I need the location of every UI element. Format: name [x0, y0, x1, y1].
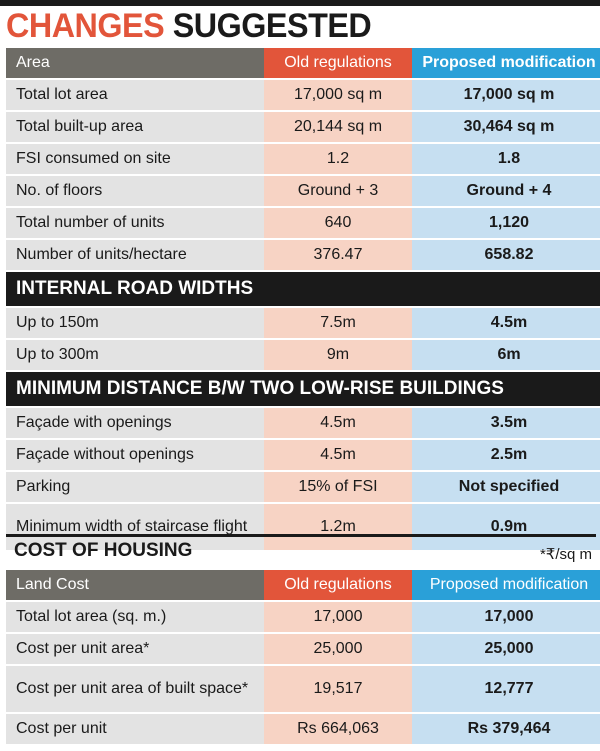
table-header: Land Cost Old regulations Proposed modif… [6, 570, 600, 602]
section-header-road-widths: INTERNAL ROAD WIDTHS [6, 271, 600, 308]
row-label: Up to 150m [6, 307, 264, 340]
table-row: Total lot area (sq. m.) 17,000 17,000 [6, 601, 600, 634]
row-label: Number of units/hectare [6, 239, 264, 272]
cost-table: Land Cost Old regulations Proposed modif… [6, 570, 600, 746]
old-value: 9m [264, 339, 412, 372]
row-label: Cost per unit [6, 713, 264, 746]
proposed-value: 25,000 [412, 633, 600, 666]
old-value: 17,000 [264, 601, 412, 634]
header-proposed: Proposed modification [412, 570, 600, 602]
top-rule [0, 0, 600, 6]
old-value: 1.2m [264, 503, 412, 552]
section-title: MINIMUM DISTANCE B/W TWO LOW-RISE BUILDI… [6, 371, 600, 408]
row-label: Minimum width of staircase flight [6, 503, 264, 552]
page-title: CHANGES SUGGESTED [6, 6, 372, 46]
old-value: 7.5m [264, 307, 412, 340]
table-row: FSI consumed on site 1.2 1.8 [6, 143, 600, 176]
table-row: Minimum width of staircase flight 1.2m 0… [6, 503, 600, 552]
table-row: Number of units/hectare 376.47 658.82 [6, 239, 600, 272]
old-value: 17,000 sq m [264, 79, 412, 112]
proposed-value: 6m [412, 339, 600, 372]
old-value: 4.5m [264, 439, 412, 472]
proposed-value: 17,000 [412, 601, 600, 634]
old-value: Ground + 3 [264, 175, 412, 208]
title-word-suggested: SUGGESTED [172, 7, 372, 45]
table-row: Total lot area 17,000 sq m 17,000 sq m [6, 79, 600, 112]
header-area: Area [6, 48, 264, 80]
proposed-value: 1.8 [412, 143, 600, 176]
table-row: Up to 150m 7.5m 4.5m [6, 307, 600, 340]
table-row: Façade without openings 4.5m 2.5m [6, 439, 600, 472]
title-word-changes: CHANGES [6, 7, 165, 45]
row-label: Façade with openings [6, 407, 264, 440]
old-value: 15% of FSI [264, 471, 412, 504]
row-label: Total built-up area [6, 111, 264, 144]
old-value: 4.5m [264, 407, 412, 440]
table-header: Area Old regulations Proposed modificati… [6, 48, 600, 80]
proposed-value: Not specified [412, 471, 600, 504]
old-value: 20,144 sq m [264, 111, 412, 144]
old-value: 640 [264, 207, 412, 240]
proposed-value: 0.9m [412, 503, 600, 552]
old-value: 25,000 [264, 633, 412, 666]
row-label: Total lot area [6, 79, 264, 112]
proposed-value: 3.5m [412, 407, 600, 440]
row-label: FSI consumed on site [6, 143, 264, 176]
row-label: Cost per unit area* [6, 633, 264, 666]
row-label: Cost per unit area of built space* [6, 665, 264, 714]
proposed-value: Rs 379,464 [412, 713, 600, 746]
header-proposed: Proposed modification [412, 48, 600, 80]
row-label: Total number of units [6, 207, 264, 240]
proposed-value: 1,120 [412, 207, 600, 240]
proposed-value: 17,000 sq m [412, 79, 600, 112]
row-label: No. of floors [6, 175, 264, 208]
cost-of-housing-title: COST OF HOUSING [14, 540, 193, 561]
regulations-table: Area Old regulations Proposed modificati… [6, 48, 600, 552]
table-row: Façade with openings 4.5m 3.5m [6, 407, 600, 440]
unit-note: *₹/sq m [539, 546, 592, 563]
proposed-value: 30,464 sq m [412, 111, 600, 144]
table-row: Total built-up area 20,144 sq m 30,464 s… [6, 111, 600, 144]
section-title: INTERNAL ROAD WIDTHS [6, 271, 600, 308]
old-value: 376.47 [264, 239, 412, 272]
section-divider [6, 534, 596, 537]
row-label: Parking [6, 471, 264, 504]
old-value: 1.2 [264, 143, 412, 176]
table-row: Parking 15% of FSI Not specified [6, 471, 600, 504]
proposed-value: 658.82 [412, 239, 600, 272]
row-label: Up to 300m [6, 339, 264, 372]
table-row: Up to 300m 9m 6m [6, 339, 600, 372]
proposed-value: Ground + 4 [412, 175, 600, 208]
header-old: Old regulations [264, 570, 412, 602]
table-row: Cost per unit Rs 664,063 Rs 379,464 [6, 713, 600, 746]
proposed-value: 12,777 [412, 665, 600, 714]
proposed-value: 4.5m [412, 307, 600, 340]
table-row: Cost per unit area* 25,000 25,000 [6, 633, 600, 666]
table-row: Cost per unit area of built space* 19,51… [6, 665, 600, 714]
table-row: Total number of units 640 1,120 [6, 207, 600, 240]
header-old: Old regulations [264, 48, 412, 80]
old-value: 19,517 [264, 665, 412, 714]
table-row: No. of floors Ground + 3 Ground + 4 [6, 175, 600, 208]
section-header-min-distance: MINIMUM DISTANCE B/W TWO LOW-RISE BUILDI… [6, 371, 600, 408]
row-label: Total lot area (sq. m.) [6, 601, 264, 634]
header-land-cost: Land Cost [6, 570, 264, 602]
old-value: Rs 664,063 [264, 713, 412, 746]
proposed-value: 2.5m [412, 439, 600, 472]
row-label: Façade without openings [6, 439, 264, 472]
